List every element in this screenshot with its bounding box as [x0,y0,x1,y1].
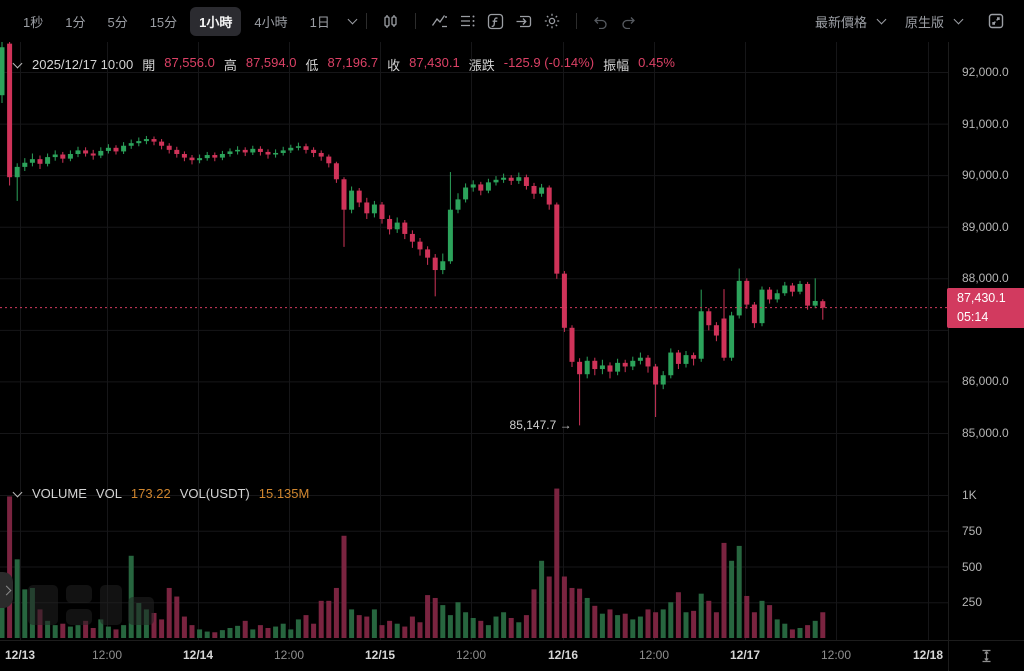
ohlc-label: 收 [387,58,401,73]
chart-toolbar: 1秒 1分 5分 15分 1小時 4小時 1日 最新價格 原生版 [0,0,1024,42]
ohlc-value: 87,594.0 [245,55,297,70]
time-tick-label: 12:00 [273,648,305,662]
volume-tick-label: 750 [962,523,983,538]
price-tick-label: 92,000.0 [962,65,1009,79]
vol-value: 173.22 [130,486,171,501]
version-dropdown[interactable]: 原生版 [904,12,964,31]
price-tick-label: 85,000.0 [962,426,1009,440]
interval-more chevron-down-icon[interactable] [345,12,358,30]
time-tick-label: 12/17 [729,648,761,662]
time-tick-label: 12/16 [547,648,579,662]
price-tick-label: 90,000.0 [962,168,1009,183]
volume-title: VOLUME [32,486,87,501]
toolbar-icons [356,8,643,34]
toolbar-divider [365,13,367,29]
chevron-down-icon [953,14,964,24]
toolbar-right: 最新價格 原生版 [815,8,1010,34]
time-tick-label: 12:00 [638,648,670,662]
time-tick-label: 12:00 [455,648,487,662]
ohlc-label: 漲跌 [468,58,495,73]
axis-scale-resize[interactable] [948,640,1024,671]
candlestick-volume-plot[interactable] [0,42,948,640]
time-tick-label: 12/18 [912,648,944,662]
ohlc-label: 低 [305,58,319,73]
candle-datetime: 2025/12/17 10:00 [32,57,134,72]
display-settings-icon[interactable] [454,8,482,34]
interval-tab-1分[interactable]: 1分 [56,7,94,36]
candle-countdown: 05:14 [957,309,989,324]
ohlc-value: -125.9 (-0.14%) [503,55,595,70]
settings-icon[interactable] [538,8,566,34]
sidebar-collapse-handle[interactable] [0,572,13,608]
interval-tab-1日[interactable]: 1日 [301,7,339,36]
version-label: 原生版 [904,14,944,30]
current-price: 87,430.1 [957,290,1006,305]
candlestick-icon[interactable] [377,8,405,34]
ohlc-label: 開 [142,58,156,73]
volume-tick-label: 250 [962,595,983,610]
redo-icon[interactable] [615,8,643,34]
interval-tabs: 1秒 1分 5分 15分 1小時 4小時 1日 [14,6,339,36]
volume-info-bar: VOLUME VOL 173.22 VOL(USDT) 15.135M [10,486,309,501]
expand-icon[interactable] [982,8,1010,34]
ohlc-value: 0.45% [638,55,675,70]
chart-canvas[interactable]: 2025/12/17 10:00 開 87,556.0 高 87,594.0 低 87,1… [0,42,948,640]
ohlc-label: 振幅 [603,58,630,73]
volume-tick-label: 1K [962,488,977,502]
time-axis[interactable]: 12/13 12:00 12/14 12:00 12/15 12:00 12/16 12:00… [0,640,948,671]
vol-usdt-label: VOL(USDT) [179,486,250,501]
ohlc-value: 87,196.7 [327,55,379,70]
interval-tab-1秒[interactable]: 1秒 [14,7,52,36]
price-axis[interactable]: 87,430.1 05:14 92,000.0 91,000.0 90,000.0 8… [947,42,1024,640]
time-tick-label: 12:00 [91,648,123,662]
interval-tab-5分[interactable]: 5分 [98,7,136,36]
interval-tab-4小時[interactable]: 4小時 [245,7,296,36]
price-tick-label: 91,000.0 [962,116,1009,131]
low-price-annotation: 85,147.7 → [509,418,572,433]
formula-icon[interactable] [482,8,510,34]
toolbar-divider [575,13,577,29]
time-tick-label: 12/14 [182,648,214,662]
collapse-pane chevron-down-icon[interactable] [10,57,23,72]
current-price-badge: 87,430.1 05:14 [947,287,1024,328]
interval-tab-15分[interactable]: 15分 [141,7,186,36]
toolbar-divider [414,13,416,29]
time-tick-label: 12/15 [364,648,396,662]
time-tick-label: 12/13 [4,648,36,662]
chevron-down-icon [876,14,887,24]
ohlc-info-bar: 2025/12/17 10:00 開 87,556.0 高 87,594.0 低 87,1… [10,55,675,74]
time-tick-label: 12:00 [820,648,852,662]
undo-icon[interactable] [587,8,615,34]
price-mode-label: 最新價格 [814,14,867,30]
interval-tab-1小時[interactable]: 1小時 [190,6,242,36]
ohlc-value: 87,430.1 [409,55,460,70]
ohlc-label: 高 [223,58,237,73]
indicators-icon[interactable] [426,8,454,34]
ohlc-value: 87,556.0 [164,55,215,70]
price-tick-label: 88,000.0 [962,271,1009,286]
vol-usdt-value: 15.135M [258,486,310,501]
volume-tick-label: 500 [962,559,983,574]
price-tick-label: 89,000.0 [962,219,1009,234]
ohlc-fields: 開 87,556.0 高 87,594.0 低 87,196.7 收 87,430.1 漲跌 -1… [142,55,675,74]
price-tick-label: 86,000.0 [962,374,1009,389]
vol-label: VOL [95,486,122,501]
collapse-volume chevron-down-icon[interactable] [10,486,23,501]
watermark-logo [28,583,160,629]
save-chart-icon[interactable] [510,8,538,34]
price-mode-dropdown[interactable]: 最新價格 [814,12,887,31]
